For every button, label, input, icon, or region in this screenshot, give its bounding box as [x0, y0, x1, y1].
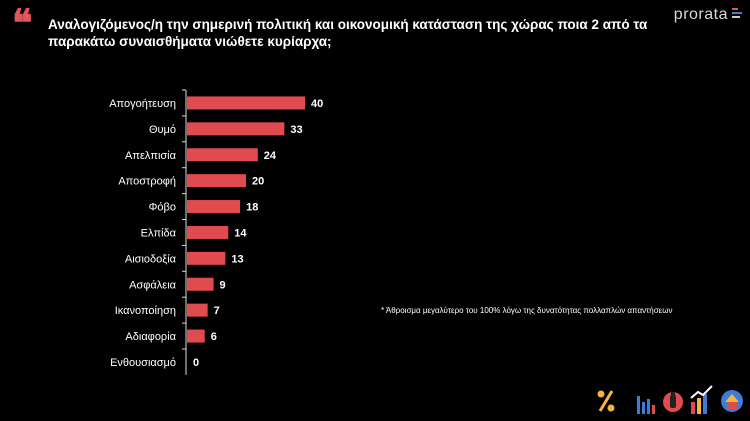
category-label: Ελπίδα: [141, 227, 177, 239]
category-label: Ενθουσιασμό: [110, 357, 176, 369]
question-title: Αναλογιζόμενος/η την σημερινή πολιτική κ…: [48, 17, 648, 49]
value-label: 20: [252, 176, 264, 188]
value-label: 0: [193, 357, 199, 369]
fire-extinguisher-icon: [663, 392, 683, 412]
house-icon: [721, 390, 743, 412]
value-label: 24: [264, 150, 277, 162]
bar: [187, 303, 208, 317]
value-label: 13: [231, 253, 243, 265]
percent-icon: [597, 390, 615, 412]
category-label: Θυμό: [149, 124, 176, 136]
trend-chart-icon: [690, 385, 713, 414]
category-label: Απογοήτευση: [109, 98, 176, 110]
bar-chart-icon: [637, 396, 655, 414]
bar: [187, 225, 229, 239]
value-label: 14: [234, 227, 247, 239]
bar: [187, 148, 258, 162]
bar: [187, 200, 241, 214]
value-label: 9: [220, 279, 226, 291]
category-label: Αδιαφορία: [125, 331, 176, 343]
value-label: 33: [290, 124, 302, 136]
bar: [187, 174, 246, 188]
value-label: 40: [311, 98, 323, 110]
value-label: 7: [214, 305, 220, 317]
category-label: Αισιοδοξία: [125, 253, 177, 265]
category-label: Απελπισία: [125, 150, 177, 162]
bar: [187, 122, 285, 136]
bar: [187, 329, 205, 343]
bar: [187, 96, 305, 110]
bar: [187, 251, 226, 265]
category-label: Ικανοποίηση: [115, 305, 176, 317]
value-label: 18: [246, 202, 258, 214]
brand-logo: prorata: [673, 6, 728, 23]
value-label: 6: [211, 331, 217, 343]
brand-mark-icon: [732, 8, 742, 22]
footer-icons: [596, 384, 746, 414]
category-label: Φόβο: [149, 202, 176, 214]
category-label: Ασφάλεια: [129, 279, 176, 291]
bar: [187, 277, 214, 291]
quote-mark-icon: ❝: [12, 0, 33, 45]
category-label: Αποστροφή: [118, 176, 176, 188]
footnote: * Άθροισμα μεγαλύτερο του 100% λόγω της …: [381, 306, 673, 315]
